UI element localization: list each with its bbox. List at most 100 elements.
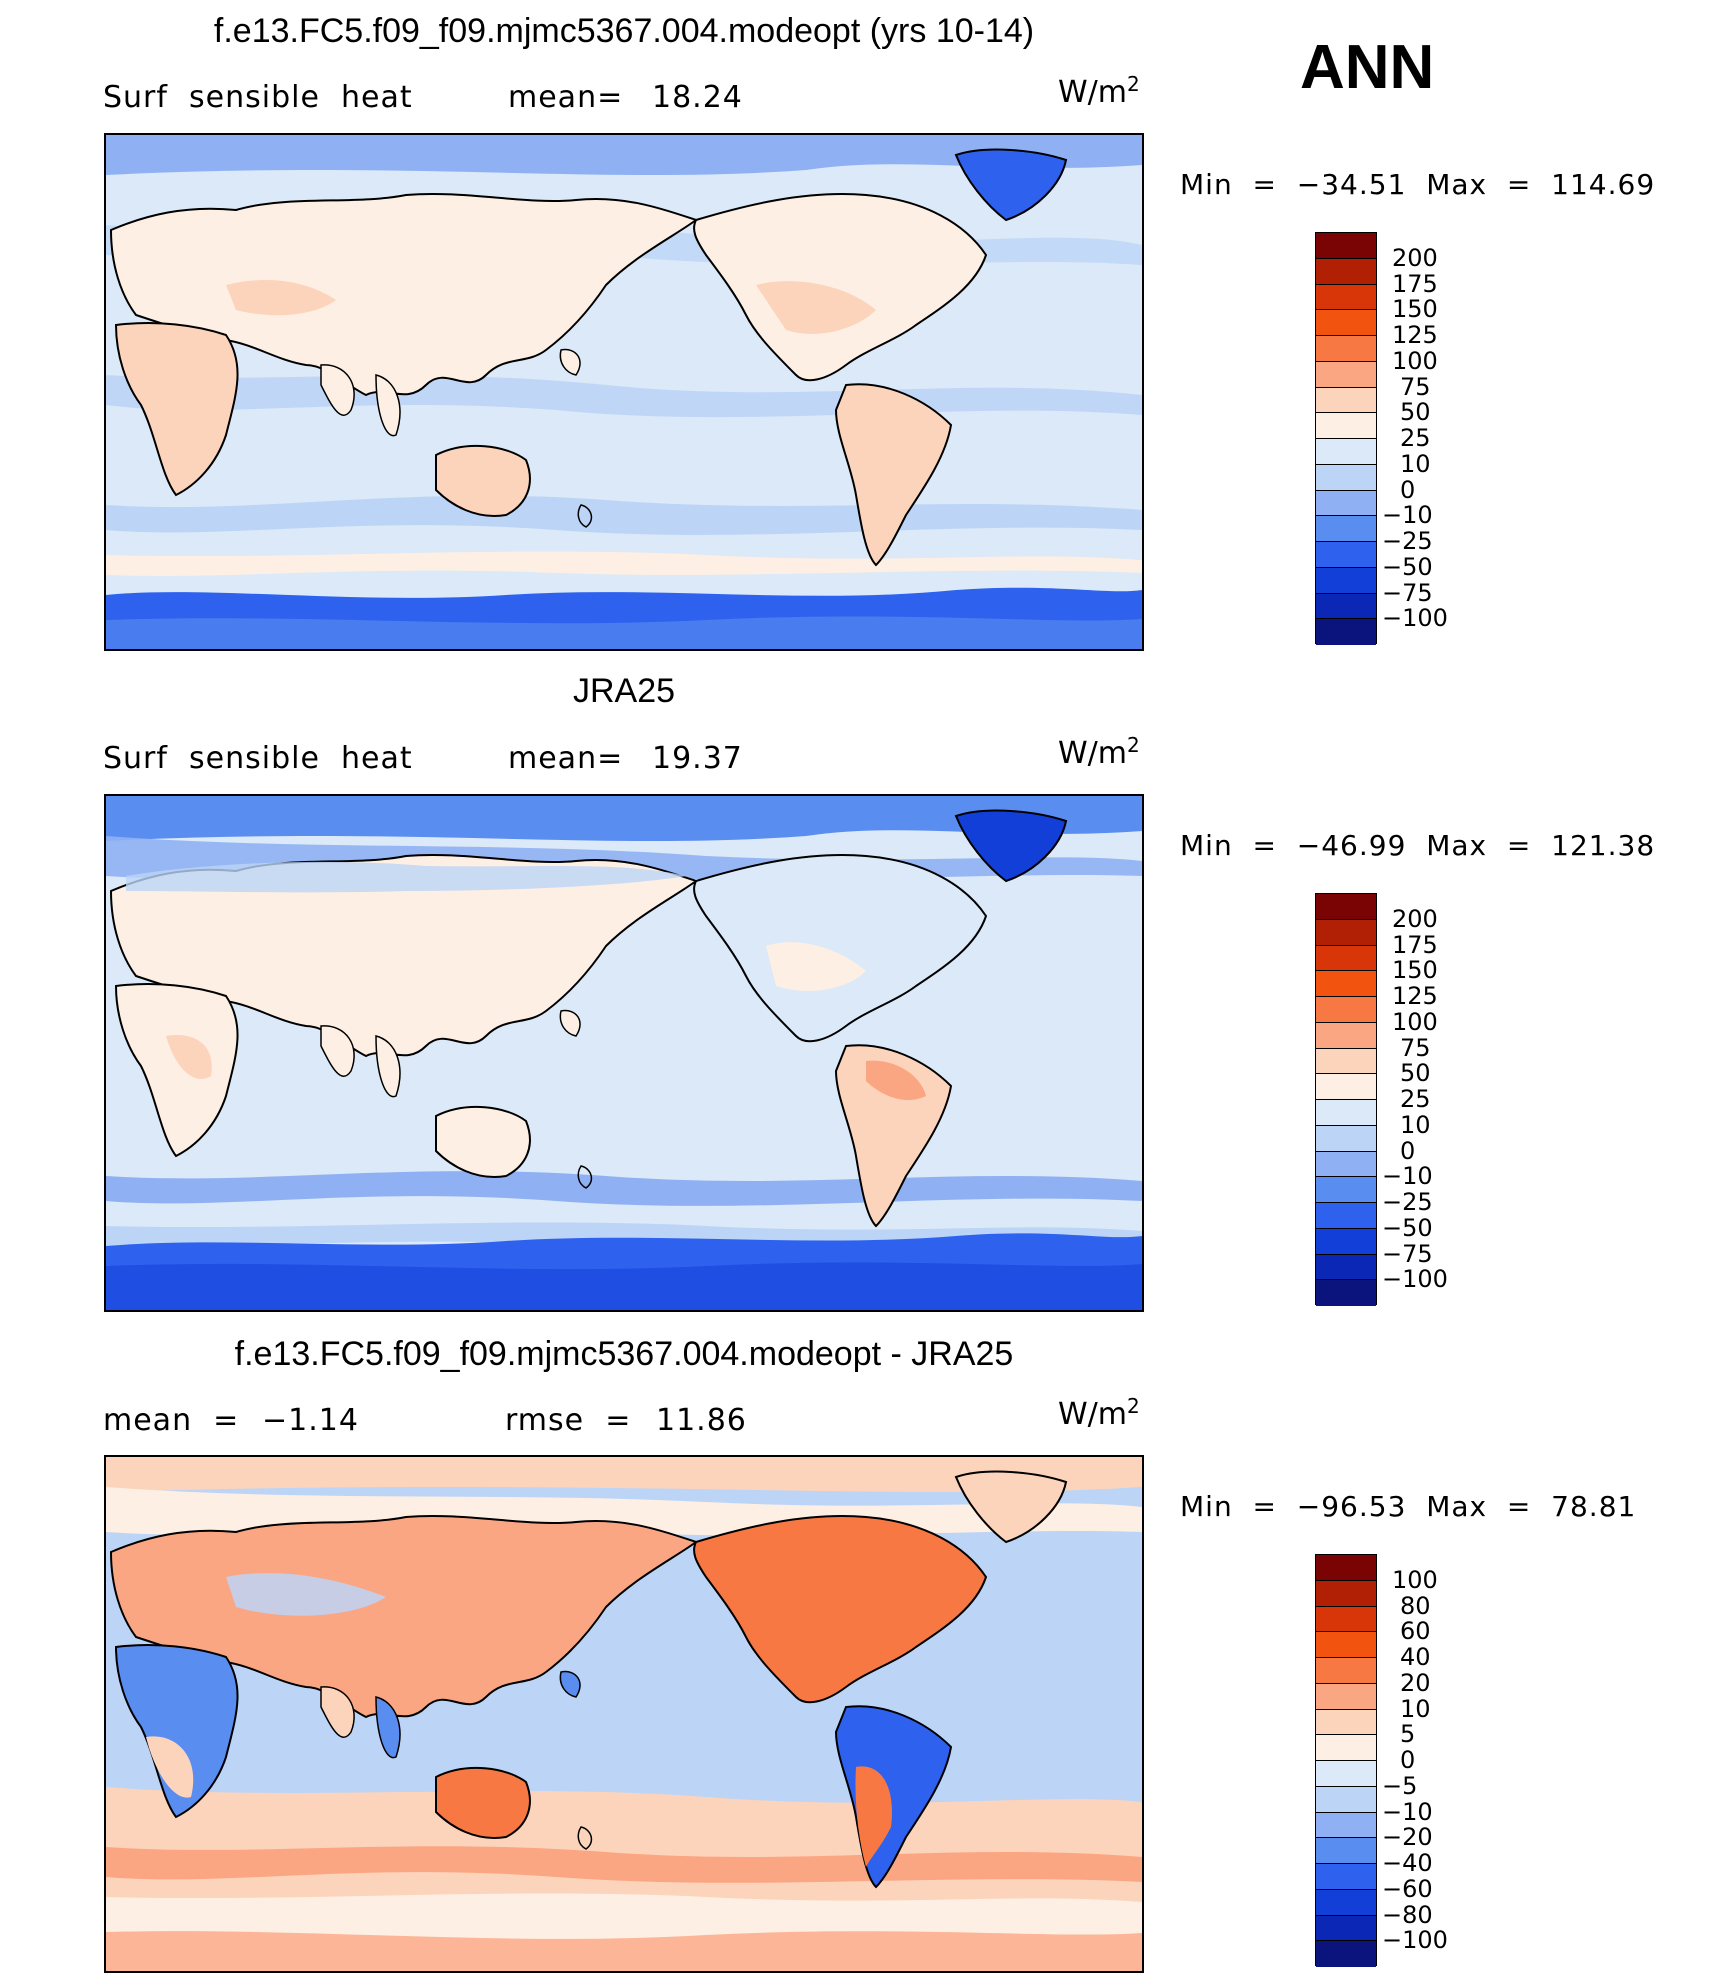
panel-1-colorbar — [1315, 232, 1377, 645]
panel-1-minmax: Min = −34.51 Max = 114.69 — [1180, 168, 1656, 201]
colorbar-swatch — [1316, 1941, 1376, 1967]
colorbar-tick-label: −50 — [1382, 1213, 1433, 1242]
panel-3-units: W/m2 — [1058, 1394, 1140, 1432]
colorbar-tick-label: 10 — [1400, 1110, 1431, 1139]
panel-1-mean-value: 18.24 — [652, 80, 743, 115]
colorbar-tick-label: 10 — [1400, 449, 1431, 478]
colorbar-swatch — [1316, 413, 1376, 439]
colorbar-tick-label: −50 — [1382, 552, 1433, 581]
colorbar-swatch — [1316, 1658, 1376, 1684]
colorbar-tick-label: 60 — [1400, 1617, 1431, 1646]
colorbar-tick-label: −100 — [1382, 604, 1448, 633]
panel-1-map — [104, 133, 1144, 651]
colorbar-tick-label: −25 — [1382, 1188, 1433, 1216]
colorbar-tick-label: 100 — [1392, 1565, 1438, 1594]
panel-3-colorbar — [1315, 1554, 1377, 1967]
colorbar-tick-label: 150 — [1392, 295, 1438, 324]
colorbar-tick-label: 75 — [1400, 372, 1431, 401]
panel-2-mean-label: mean= — [508, 741, 624, 776]
colorbar-swatch — [1316, 894, 1376, 920]
colorbar-tick-label: 0 — [1400, 1746, 1416, 1774]
colorbar-tick-label: 175 — [1392, 269, 1438, 298]
colorbar-swatch — [1316, 919, 1376, 946]
colorbar-tick-label: 0 — [1400, 1136, 1416, 1165]
colorbar-swatch — [1316, 464, 1376, 491]
panel-3-title: f.e13.FC5.f09_f09.mjmc5367.004.modeopt -… — [234, 1335, 1014, 1373]
colorbar-swatch — [1316, 1177, 1376, 1203]
colorbar-tick-label: 0 — [1400, 475, 1416, 504]
colorbar-swatch — [1316, 516, 1376, 542]
colorbar-swatch — [1316, 1203, 1376, 1229]
colorbar-swatch — [1316, 1151, 1376, 1178]
panel-3-rmse-label: rmse = — [505, 1403, 632, 1438]
colorbar-swatch — [1316, 542, 1376, 568]
colorbar-swatch — [1316, 997, 1376, 1023]
colorbar-tick-label: 150 — [1392, 956, 1438, 985]
colorbar-swatch — [1316, 1761, 1376, 1787]
colorbar-swatch — [1316, 1254, 1376, 1281]
panel-3-mean-value: −1.14 — [262, 1403, 359, 1438]
colorbar-swatch — [1316, 1709, 1376, 1736]
colorbar-swatch — [1316, 1864, 1376, 1890]
colorbar-tick-label: −10 — [1382, 501, 1433, 530]
colorbar-tick-label: −100 — [1382, 1926, 1448, 1955]
colorbar-tick-label: −10 — [1382, 1162, 1433, 1191]
colorbar-tick-label: −10 — [1382, 1797, 1433, 1826]
colorbar-tick-label: −80 — [1382, 1900, 1433, 1929]
panel-1-mean-label: mean= — [508, 80, 624, 115]
colorbar-tick-label: −40 — [1382, 1849, 1433, 1877]
colorbar-swatch — [1316, 1022, 1376, 1049]
panel-3-rmse-value: 11.86 — [656, 1403, 747, 1438]
panel-3-minmax: Min = −96.53 Max = 78.81 — [1180, 1490, 1637, 1523]
colorbar-swatch — [1316, 1580, 1376, 1607]
colorbar-swatch — [1316, 336, 1376, 362]
colorbar-swatch — [1316, 387, 1376, 414]
colorbar-swatch — [1316, 1915, 1376, 1942]
panel-1-map-svg — [106, 135, 1142, 649]
colorbar-swatch — [1316, 1838, 1376, 1864]
colorbar-tick-label: 50 — [1400, 398, 1431, 427]
colorbar-swatch — [1316, 439, 1376, 465]
colorbar-swatch — [1316, 1606, 1376, 1633]
colorbar-swatch — [1316, 945, 1376, 972]
colorbar-tick-label: 100 — [1392, 1007, 1438, 1036]
colorbar-tick-label: 25 — [1400, 1085, 1431, 1113]
panel-3-map — [104, 1455, 1144, 1973]
panel-2-map-svg — [106, 796, 1142, 1310]
colorbar-tick-label: −60 — [1382, 1874, 1433, 1903]
colorbar-swatch — [1316, 1812, 1376, 1839]
colorbar-swatch — [1316, 1555, 1376, 1581]
panel-2-title: JRA25 — [572, 672, 676, 710]
panel-1-variable-label: Surf sensible heat — [103, 80, 413, 115]
panel-2-colorbar — [1315, 893, 1377, 1306]
colorbar-swatch — [1316, 1100, 1376, 1126]
panel-2-map — [104, 794, 1144, 1312]
colorbar-swatch — [1316, 1632, 1376, 1658]
panel-1-title: f.e13.FC5.f09_f09.mjmc5367.004.modeopt (… — [213, 12, 1035, 50]
panel-2-variable-label: Surf sensible heat — [103, 741, 413, 776]
season-label: ANN — [1300, 33, 1435, 102]
colorbar-swatch — [1316, 1125, 1376, 1152]
colorbar-swatch — [1316, 593, 1376, 620]
colorbar-tick-label: −100 — [1382, 1265, 1448, 1294]
colorbar-swatch — [1316, 1280, 1376, 1306]
panel-1-units: W/m2 — [1058, 72, 1140, 110]
colorbar-swatch — [1316, 310, 1376, 336]
colorbar-swatch — [1316, 567, 1376, 594]
colorbar-swatch — [1316, 284, 1376, 311]
colorbar-tick-label: −75 — [1382, 1239, 1433, 1268]
panel-2-mean-value: 19.37 — [652, 741, 743, 776]
colorbar-tick-label: 125 — [1392, 982, 1438, 1010]
colorbar-tick-label: 100 — [1392, 346, 1438, 375]
colorbar-tick-label: 80 — [1400, 1591, 1431, 1620]
colorbar-tick-label: −5 — [1382, 1771, 1418, 1800]
colorbar-tick-label: 10 — [1400, 1694, 1431, 1723]
colorbar-swatch — [1316, 1074, 1376, 1100]
colorbar-tick-label: 125 — [1392, 321, 1438, 349]
colorbar-tick-label: −20 — [1382, 1823, 1433, 1852]
colorbar-swatch — [1316, 361, 1376, 388]
colorbar-swatch — [1316, 1786, 1376, 1813]
colorbar-swatch — [1316, 1683, 1376, 1710]
panel-3-map-svg — [106, 1457, 1142, 1971]
colorbar-tick-label: −25 — [1382, 527, 1433, 555]
